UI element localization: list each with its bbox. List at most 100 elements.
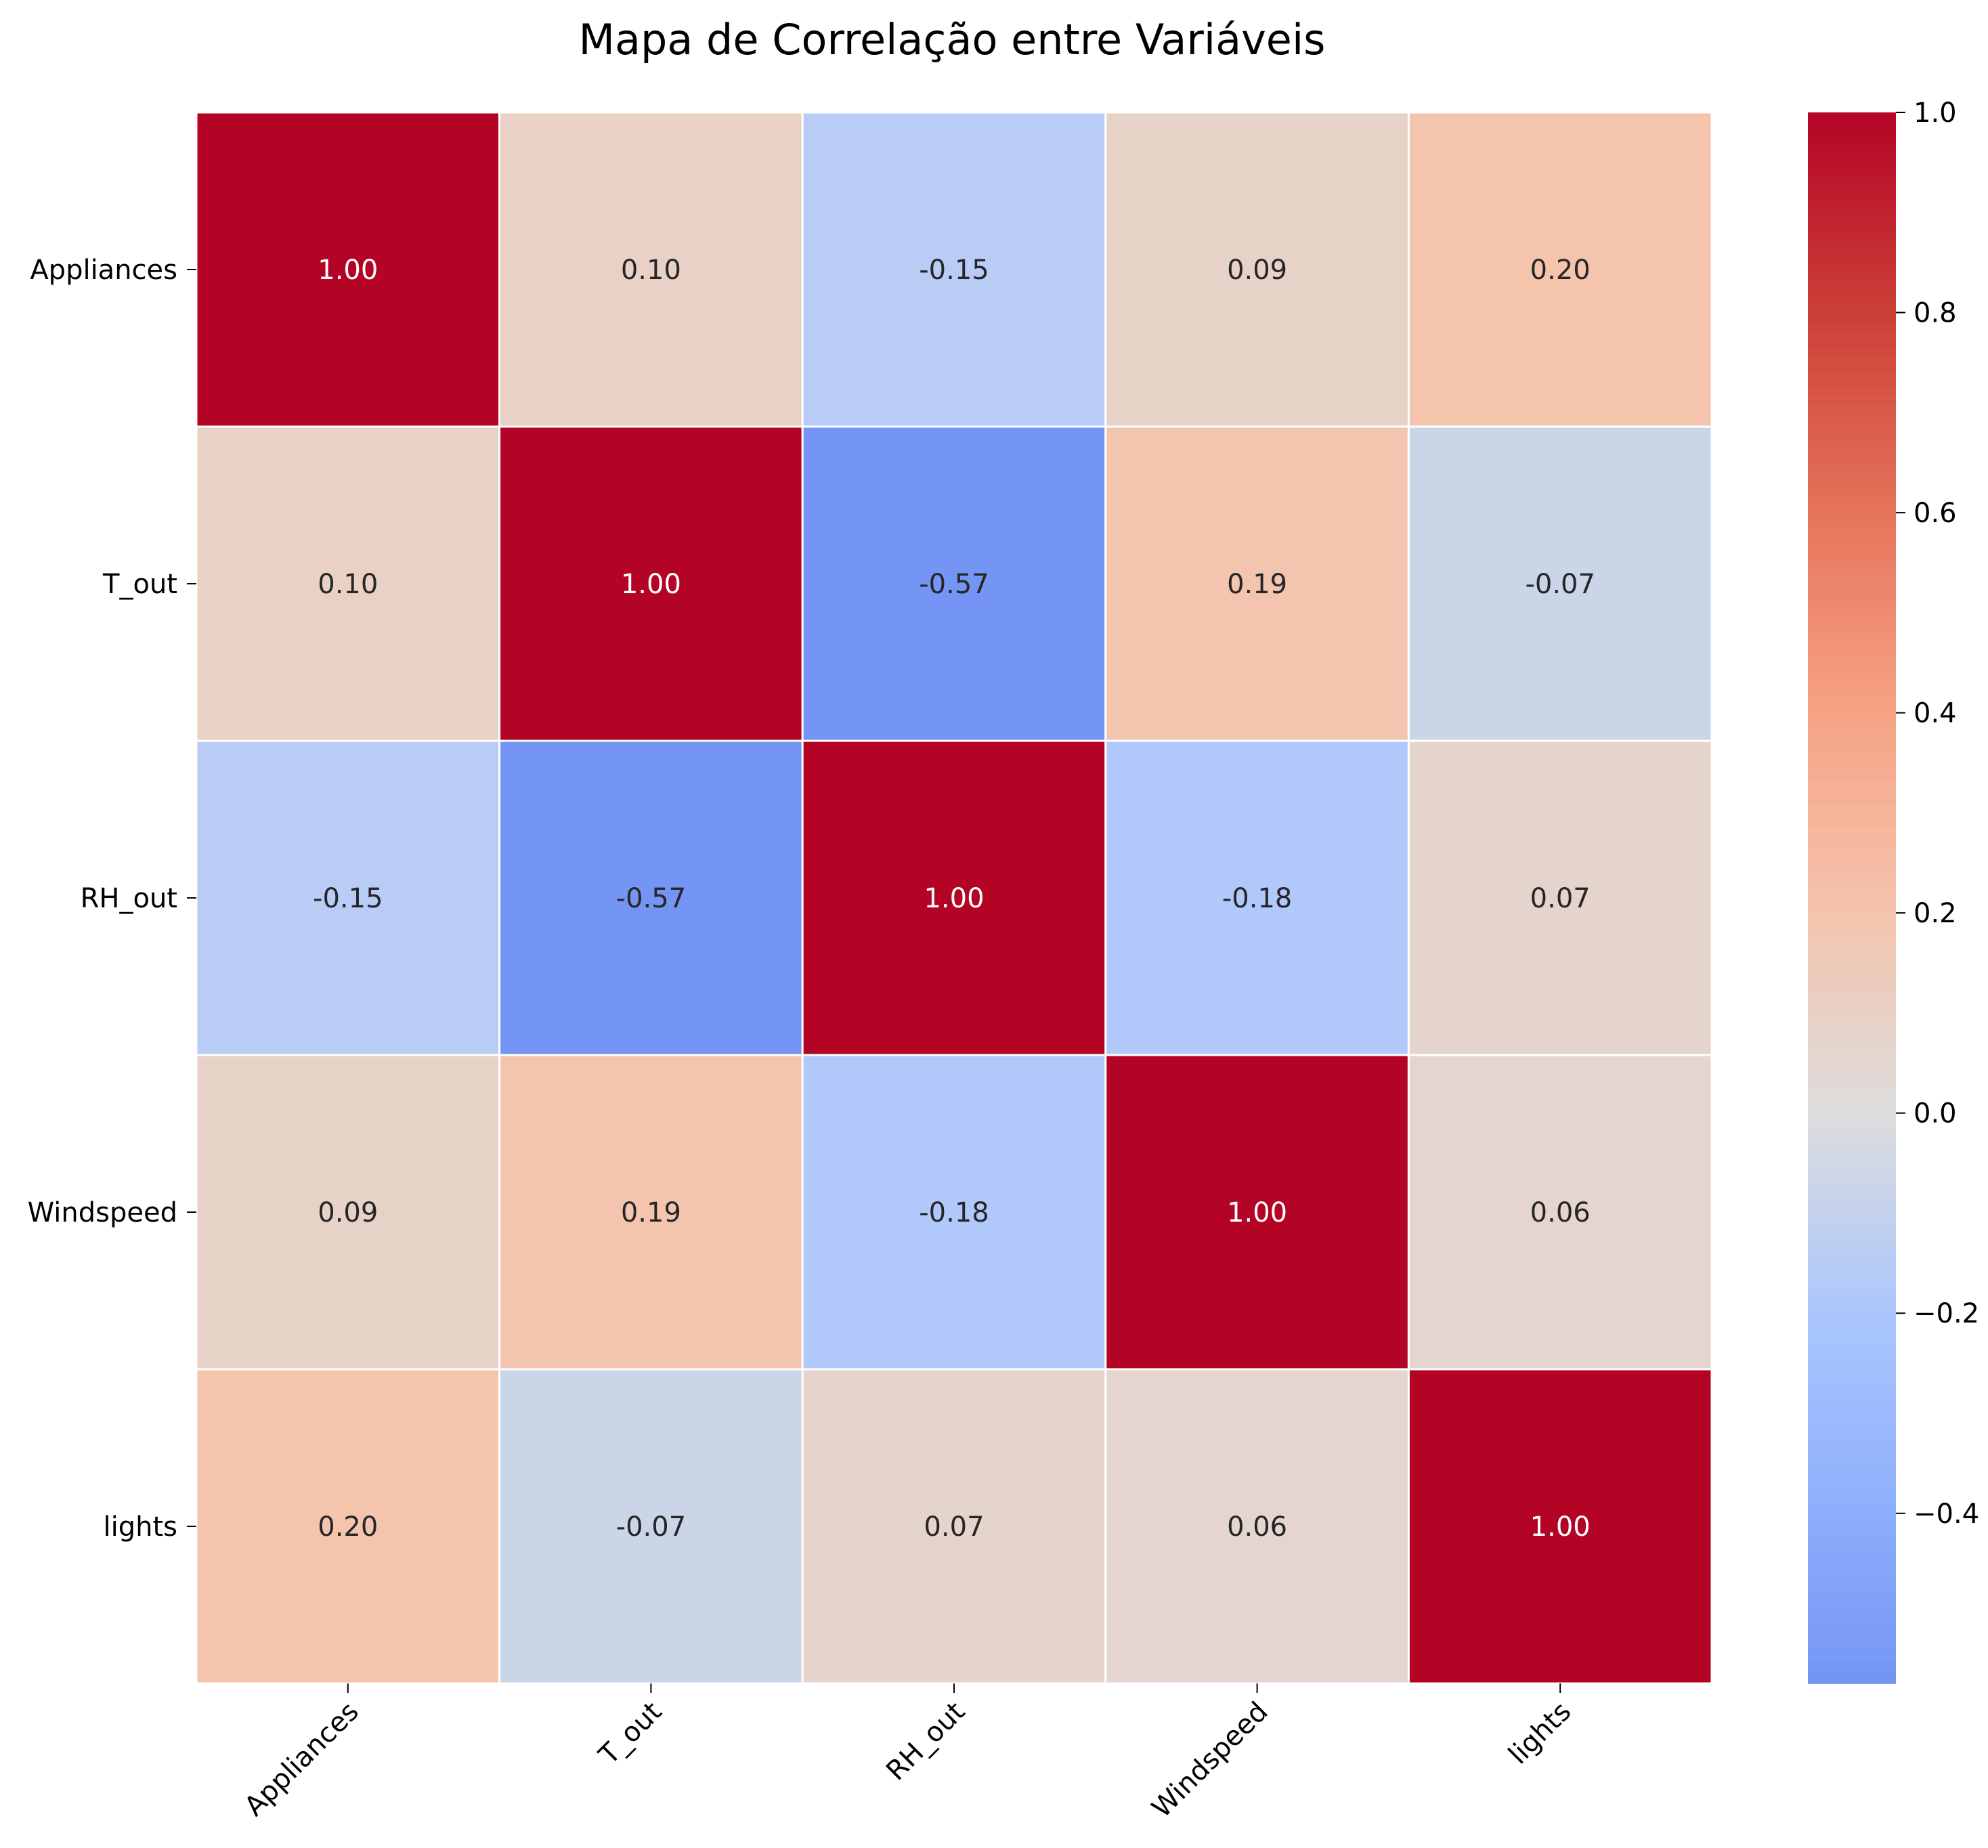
cell-value-label: 1.00 bbox=[1227, 1197, 1287, 1228]
colorbar-gradient-segment bbox=[1808, 403, 1896, 412]
colorbar-gradient-segment bbox=[1808, 859, 1896, 867]
heatmap-cell bbox=[801, 425, 1107, 742]
colorbar-gradient-segment bbox=[1808, 207, 1896, 215]
colorbar-gradient-segment bbox=[1808, 356, 1896, 364]
colorbar-gradient-segment bbox=[1808, 1094, 1896, 1103]
colorbar-gradient-segment bbox=[1808, 293, 1896, 302]
colorbar-tick-label: 1.0 bbox=[1914, 98, 1957, 129]
colorbar-gradient-segment bbox=[1808, 1173, 1896, 1182]
colorbar-gradient-segment bbox=[1808, 246, 1896, 255]
cell-value-label: 0.09 bbox=[318, 1197, 378, 1228]
colorbar-gradient-segment bbox=[1808, 1322, 1896, 1331]
colorbar-gradient-segment bbox=[1808, 371, 1896, 381]
heatmap-cell-labels: 1.00 0.10 -0.15 0.09 0.20 0.10 1.00 -0.57 0.19 -0… bbox=[313, 255, 1595, 1543]
heatmap-cell bbox=[498, 1368, 804, 1685]
colorbar-gradient-segment bbox=[1808, 1369, 1896, 1378]
colorbar-gradient-segment bbox=[1808, 1605, 1896, 1614]
colorbar-gradient-segment bbox=[1808, 1062, 1896, 1071]
colorbar-gradient-segment bbox=[1808, 364, 1896, 372]
colorbar-gradient-segment bbox=[1808, 191, 1896, 200]
colorbar-gradient-segment bbox=[1808, 788, 1896, 796]
colorbar-gradient-segment bbox=[1808, 1023, 1896, 1032]
colorbar-gradient-segment bbox=[1808, 1495, 1896, 1503]
colorbar-gradient-segment bbox=[1808, 960, 1896, 970]
colorbar-gradient-segment bbox=[1808, 842, 1896, 852]
colorbar-gradient-segment bbox=[1808, 167, 1896, 176]
colorbar-gradient-segment bbox=[1808, 410, 1896, 420]
colorbar-gradient-segment bbox=[1808, 505, 1896, 514]
colorbar-gradient-segment bbox=[1808, 1337, 1896, 1346]
colorbar-gradient-segment bbox=[1808, 1385, 1896, 1394]
colorbar-gradient-segment bbox=[1808, 1000, 1896, 1009]
colorbar-gradient-segment bbox=[1808, 733, 1896, 742]
colorbar-gradient-segment bbox=[1808, 851, 1896, 859]
heatmap-cell bbox=[195, 1054, 501, 1371]
colorbar-gradient-segment bbox=[1808, 1125, 1896, 1134]
heatmap-cell bbox=[1104, 739, 1410, 1056]
colorbar-gradient-segment bbox=[1808, 921, 1896, 930]
heatmap-cell bbox=[1407, 739, 1713, 1056]
colorbar-gradient-segment bbox=[1808, 301, 1896, 309]
colorbar-gradient-segment bbox=[1808, 434, 1896, 443]
colorbar-tick-label: 0.2 bbox=[1914, 898, 1957, 929]
colorbar-gradient-segment bbox=[1808, 1644, 1896, 1653]
colorbar-gradient-segment bbox=[1808, 175, 1896, 184]
colorbar-gradient-segment bbox=[1808, 1047, 1896, 1056]
colorbar-gradient-segment bbox=[1808, 513, 1896, 521]
colorbar-gradient-segment bbox=[1808, 976, 1896, 985]
colorbar-gradient-segment bbox=[1808, 379, 1896, 388]
colorbar-gradient-segment bbox=[1808, 270, 1896, 278]
colorbar-gradient-segment bbox=[1808, 623, 1896, 632]
colorbar-gradient-segment bbox=[1808, 1526, 1896, 1535]
colorbar-gradient-segment bbox=[1808, 1283, 1896, 1291]
cell-value-label: 0.10 bbox=[318, 569, 378, 600]
colorbar-gradient-segment bbox=[1808, 466, 1896, 475]
colorbar-gradient-segment bbox=[1808, 1016, 1896, 1025]
colorbar: 1.0 0.8 0.6 0.4 0.2 0.0 −0.2 −0.4 bbox=[1808, 98, 1979, 1684]
colorbar-gradient-segment bbox=[1808, 1612, 1896, 1621]
y-tick-label: Appliances bbox=[30, 255, 177, 286]
cell-value-label: 0.20 bbox=[1530, 255, 1591, 286]
colorbar-gradient-segment bbox=[1808, 1346, 1896, 1354]
colorbar-gradient-segment bbox=[1808, 702, 1896, 710]
colorbar-gradient-segment bbox=[1808, 1102, 1896, 1111]
colorbar-gradient-segment bbox=[1808, 1031, 1896, 1040]
colorbar-gradient-segment bbox=[1808, 1251, 1896, 1260]
colorbar-gradient-segment bbox=[1808, 1487, 1896, 1496]
colorbar-gradient-segment bbox=[1808, 1157, 1896, 1166]
cell-value-label: 0.19 bbox=[621, 1197, 681, 1228]
y-tick-label: RH_out bbox=[81, 883, 177, 914]
cell-value-label: 0.06 bbox=[1227, 1511, 1287, 1543]
colorbar-gradient-segment bbox=[1808, 567, 1896, 577]
colorbar-gradient-segment bbox=[1808, 937, 1896, 946]
colorbar-gradient-segment bbox=[1808, 552, 1896, 561]
heatmap-cell bbox=[1104, 111, 1410, 428]
heatmap-cell bbox=[801, 111, 1107, 428]
colorbar-gradient-segment bbox=[1808, 584, 1896, 593]
cell-value-label: 1.00 bbox=[1530, 1511, 1591, 1543]
cell-value-label: -0.15 bbox=[313, 883, 383, 914]
cell-value-label: -0.15 bbox=[919, 255, 989, 286]
colorbar-gradient-segment bbox=[1808, 1440, 1896, 1448]
colorbar-gradient-segment bbox=[1808, 1361, 1896, 1370]
cell-value-label: 0.07 bbox=[924, 1511, 984, 1543]
cell-value-label: 0.09 bbox=[1227, 255, 1287, 286]
colorbar-gradient-segment bbox=[1808, 230, 1896, 239]
colorbar-gradient-segment bbox=[1808, 348, 1896, 357]
colorbar-gradient-segment bbox=[1808, 253, 1896, 263]
colorbar-gradient-segment bbox=[1808, 497, 1896, 506]
colorbar-gradient-segment bbox=[1808, 489, 1896, 498]
colorbar-gradient-segment bbox=[1808, 693, 1896, 702]
colorbar-gradient-segment bbox=[1808, 1409, 1896, 1417]
colorbar-gradient-segment bbox=[1808, 458, 1896, 467]
colorbar-gradient-segment bbox=[1808, 772, 1896, 781]
colorbar-gradient-segment bbox=[1808, 135, 1896, 145]
colorbar-gradient-segment bbox=[1808, 835, 1896, 844]
colorbar-gradient-segment bbox=[1808, 1534, 1896, 1543]
y-tick-label: lights bbox=[104, 1511, 178, 1543]
colorbar-gradient-segment bbox=[1808, 1424, 1896, 1433]
colorbar-gradient-segment bbox=[1808, 591, 1896, 600]
colorbar-gradient-segment bbox=[1808, 1620, 1896, 1629]
colorbar-gradient-segment bbox=[1808, 1228, 1896, 1237]
colorbar-gradient-segment bbox=[1808, 1259, 1896, 1268]
